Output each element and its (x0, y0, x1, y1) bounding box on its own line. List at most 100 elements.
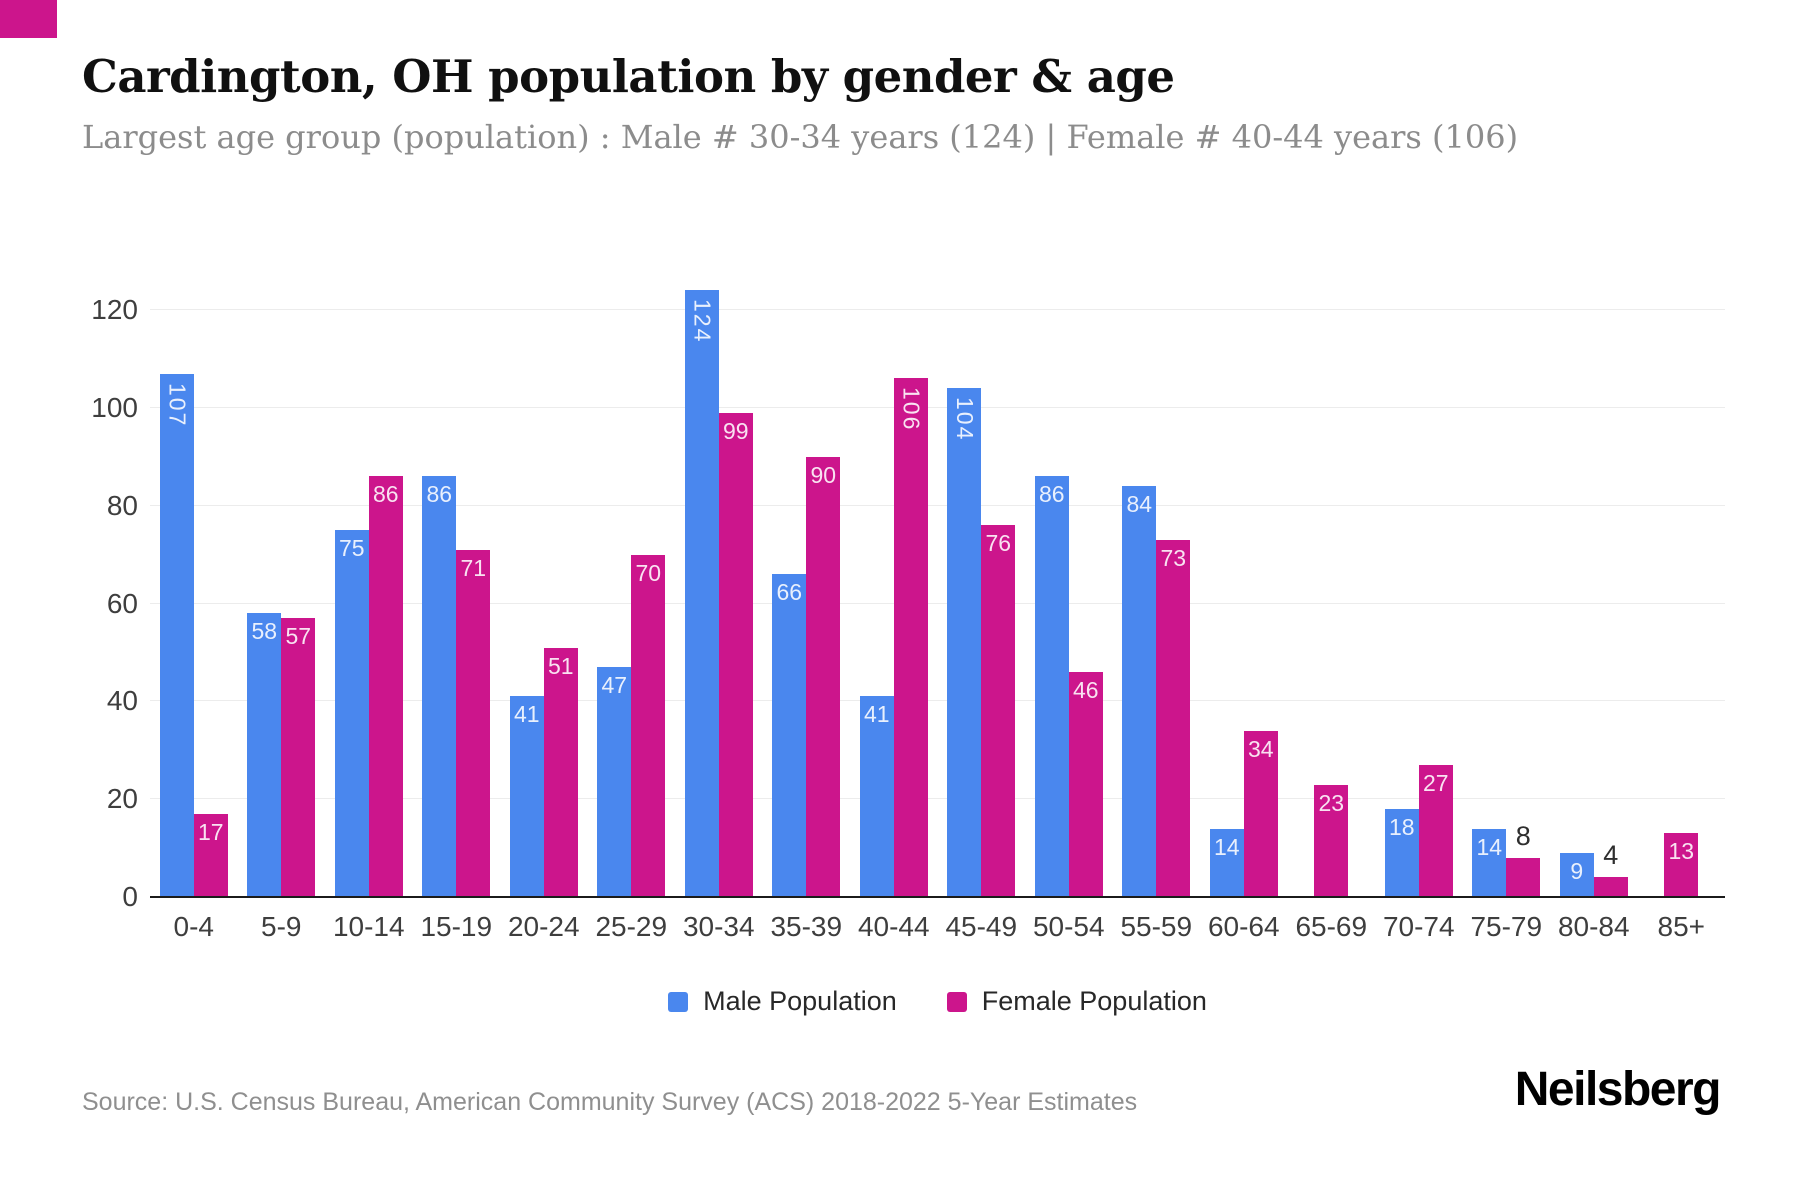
bar-male-10-14: 75 (334, 530, 369, 897)
bar-male-35-39: 66 (772, 574, 807, 897)
x-tick-80-84: 80-84 (1557, 911, 1630, 942)
bar-value-label: 23 (1318, 789, 1345, 816)
bar-female-50-54: 46 (1068, 671, 1103, 897)
y-axis-labels: 0 20 40 60 80 100 120 (40, 294, 138, 912)
legend-label: Male Population (703, 986, 897, 1016)
gridline-20 (150, 798, 1725, 800)
x-tick-25-29: 25-29 (595, 911, 668, 942)
y-tick-80: 80 (106, 489, 138, 521)
bar-value-label: 41 (863, 701, 890, 728)
bar-male-70-74: 18 (1384, 808, 1419, 897)
x-tick-10-14: 10-14 (332, 911, 405, 942)
brand-logo: Neilsberg (1514, 1063, 1722, 1116)
legend-item-male: Male Population (668, 986, 897, 1017)
bar-female-85+: 13 (1664, 833, 1699, 897)
bar-female-65-69: 23 (1314, 784, 1349, 897)
x-tick-30-34: 30-34 (682, 911, 755, 942)
bar-male-0-4: 107 (159, 373, 194, 897)
bar-value-label: 14 (1213, 833, 1240, 860)
bar-value-label: 106 (898, 387, 925, 432)
bar-female-45-49: 76 (981, 525, 1016, 897)
group-30-34: 124 99 30-34 (675, 290, 763, 942)
bar-value-label: 107 (164, 382, 191, 427)
group-65-69: 23 65-69 (1288, 310, 1376, 942)
x-tick-85+: 85+ (1657, 911, 1706, 942)
x-tick-15-19: 15-19 (420, 911, 493, 942)
group-20-24: 41 51 20-24 (500, 310, 588, 942)
bar-male-40-44: 41 (859, 696, 894, 897)
y-tick-0: 0 (122, 881, 138, 912)
group-80-84: 9 4 80-84 (1550, 310, 1638, 942)
bar-value-label: 86 (1038, 481, 1065, 508)
brand-corner-mark (0, 0, 57, 38)
bar-value-label: 73 (1160, 544, 1187, 571)
x-tick-50-54: 50-54 (1032, 911, 1105, 942)
bar-female-75-79: 8 (1506, 821, 1541, 897)
bar-value-label: 75 (338, 535, 365, 562)
gridline-100 (150, 406, 1725, 408)
bar-male-30-34: 124 (684, 290, 719, 897)
group-85+: 13 85+ (1638, 310, 1726, 942)
bar-female-35-39: 90 (806, 456, 841, 897)
bar-female-60-64: 34 (1243, 730, 1278, 897)
bar-value-label: 18 (1388, 813, 1415, 840)
gridline-60 (150, 602, 1725, 604)
page-title: Cardington, OH population by gender & ag… (82, 50, 1175, 103)
bar-value-label: 4 (1603, 840, 1619, 871)
bar-value-label: 124 (689, 299, 716, 344)
x-tick-75-79: 75-79 (1470, 911, 1543, 942)
bar-male-45-49: 104 (947, 388, 982, 897)
x-tick-60-64: 60-64 (1207, 911, 1280, 942)
bar-female-55-59: 73 (1156, 539, 1191, 897)
gridline-120 (150, 309, 1725, 310)
x-tick-55-59: 55-59 (1120, 911, 1193, 942)
bar-value-label: 47 (601, 672, 628, 699)
group-60-64: 14 34 60-64 (1200, 310, 1288, 942)
bar-male-25-29: 47 (597, 667, 632, 897)
x-tick-45-49: 45-49 (945, 911, 1018, 942)
plot-area: 107 17 0-4 58 57 5-9 75 86 10-14 86 71 15-19 41 51 20-… (150, 290, 1726, 942)
group-75-79: 14 8 75-79 (1463, 310, 1551, 942)
bar-female-80-84: 4 (1593, 840, 1628, 897)
group-0-4: 107 17 0-4 (150, 310, 238, 942)
y-tick-20: 20 (106, 783, 138, 815)
legend-label: Female Population (981, 986, 1207, 1016)
bar-female-0-4: 17 (193, 813, 228, 897)
bar-value-label: 71 (460, 554, 487, 581)
bar-male-15-19: 86 (422, 476, 457, 897)
x-tick-35-39: 35-39 (770, 911, 843, 942)
x-tick-5-9: 5-9 (261, 911, 302, 942)
group-35-39: 66 90 35-39 (763, 310, 851, 942)
group-25-29: 47 70 25-29 (588, 310, 676, 942)
bar-female-40-44: 106 (893, 378, 928, 897)
bar-value-label: 17 (197, 818, 224, 845)
bar-value-label: 70 (635, 559, 662, 586)
bar-value-label: 46 (1072, 676, 1099, 703)
bar-female-15-19: 71 (456, 549, 491, 897)
legend-swatch (946, 991, 967, 1012)
gridline-40 (150, 700, 1725, 702)
y-tick-40: 40 (106, 685, 138, 717)
bar-value-label: 84 (1126, 491, 1153, 518)
group-15-19: 86 71 15-19 (413, 310, 501, 942)
bar-female-20-24: 51 (543, 647, 578, 897)
bar-value-label: 8 (1515, 820, 1531, 851)
bar-value-label: 76 (985, 530, 1012, 557)
bar-female-70-74: 27 (1418, 764, 1453, 897)
page-subtitle: Largest age group (population) : Male # … (82, 118, 1519, 156)
y-tick-100: 100 (91, 391, 138, 423)
y-tick-60: 60 (106, 587, 138, 619)
bar-male-60-64: 14 (1209, 828, 1244, 897)
x-tick-40-44: 40-44 (857, 911, 930, 942)
bar-male-50-54: 86 (1034, 476, 1069, 897)
bar-groups: 107 17 0-4 58 57 5-9 75 86 10-14 86 71 15-19 41 51 20-… (150, 290, 1726, 942)
bar-female-30-34: 99 (718, 412, 753, 897)
bar-value-label: 86 (426, 481, 453, 508)
bar-male-55-59: 84 (1122, 486, 1157, 897)
gridline-80 (150, 504, 1725, 506)
bar-value-label: 104 (951, 397, 978, 442)
bar-value-label: 14 (1476, 833, 1503, 860)
bar-value-label: 58 (251, 618, 278, 645)
group-50-54: 86 46 50-54 (1025, 310, 1113, 942)
group-10-14: 75 86 10-14 (325, 310, 413, 942)
